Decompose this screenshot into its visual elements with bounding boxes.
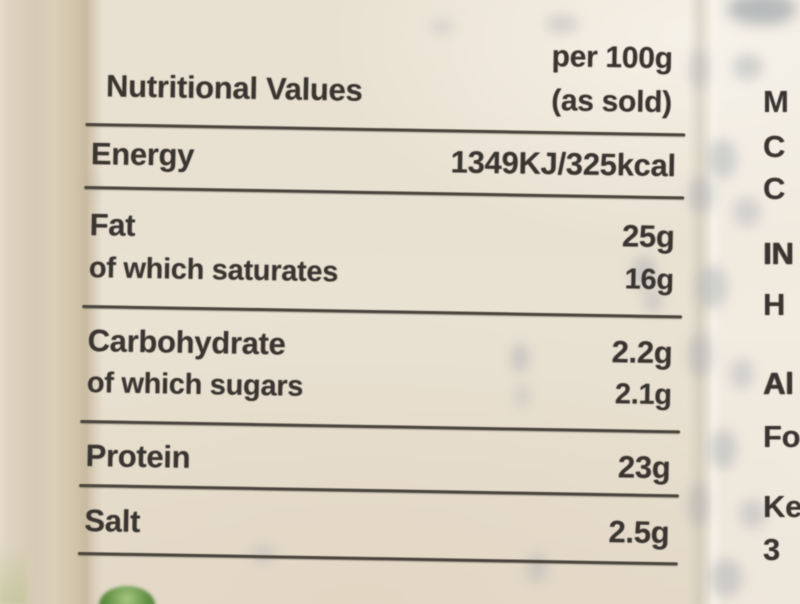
- separator-line: [77, 551, 678, 566]
- nutrient-name: Salt: [84, 503, 141, 539]
- adjacent-text-fragment: Ke: [763, 489, 800, 524]
- nutrient-value: 1349KJ/325kcal: [450, 144, 677, 184]
- adjacent-text-fragment: M: [763, 84, 789, 119]
- nutrient-value: 2.2g: [611, 334, 673, 371]
- adjacent-text-fragment: C: [763, 171, 786, 206]
- adjacent-text-fragment: 3: [763, 532, 780, 567]
- nutrient-value: 25g: [621, 218, 675, 255]
- nutrient-name: of which sugars: [86, 367, 304, 403]
- separator-line: [79, 483, 680, 498]
- nutrient-value: 2.5g: [608, 514, 670, 551]
- adjacent-text-fragment: H: [763, 287, 786, 322]
- row-fat: Fat 25g: [83, 207, 683, 255]
- nutrition-table: Nutritional Values per 100g (as sold) En…: [77, 33, 687, 577]
- separator-line: [82, 304, 683, 319]
- row-saturates: of which saturates 16g: [83, 252, 683, 297]
- row-sugars: of which sugars 2.1g: [81, 367, 681, 412]
- separator-line: [85, 122, 686, 137]
- adjacent-text-fragment: Fo: [763, 419, 800, 454]
- row-carbohydrate: Carbohydrate 2.2g: [81, 323, 681, 371]
- nutrient-name: Protein: [85, 438, 191, 475]
- nutrient-value: 16g: [624, 263, 675, 297]
- nutrient-name: Fat: [89, 207, 136, 243]
- package-edge-green-tint: [0, 545, 27, 604]
- table-title: Nutritional Values: [105, 68, 363, 108]
- nutrient-value: 2.1g: [614, 378, 673, 412]
- row-protein: Protein 23g: [79, 438, 679, 486]
- column-header-per-100g: per 100g: [551, 40, 673, 76]
- package-edge: [0, 0, 103, 604]
- adjacent-text-fragment: Al: [763, 366, 794, 401]
- column-header-as-sold: (as sold): [550, 84, 673, 120]
- green-logo-partial: [99, 586, 155, 604]
- nutrient-name: of which saturates: [88, 252, 339, 289]
- separator-line: [84, 185, 685, 200]
- row-energy: Energy 1349KJ/325kcal: [85, 136, 685, 184]
- column-header: per 100g (as sold): [550, 35, 673, 125]
- adjacent-text-fragment: IN: [763, 236, 794, 271]
- separator-line: [80, 419, 681, 434]
- row-salt: Salt 2.5g: [78, 503, 678, 551]
- nutrient-name: Carbohydrate: [87, 323, 286, 362]
- nutrient-name: Energy: [90, 136, 195, 173]
- adjacent-text-fragment: C: [763, 129, 786, 164]
- nutrient-value: 23g: [617, 449, 671, 486]
